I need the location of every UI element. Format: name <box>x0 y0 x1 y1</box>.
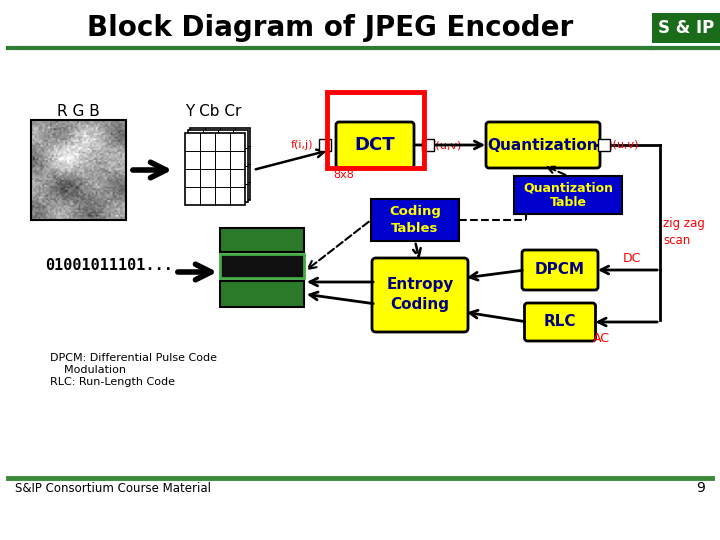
Text: Header: Header <box>237 233 287 246</box>
Text: Fq(u,v): Fq(u,v) <box>600 140 639 150</box>
Text: zig zag
scan: zig zag scan <box>663 217 705 247</box>
Text: 8x8: 8x8 <box>333 170 354 180</box>
Text: RLC: RLC <box>544 314 576 329</box>
Text: DPCM: Differential Pulse Code: DPCM: Differential Pulse Code <box>50 353 217 363</box>
Text: 01001011101...: 01001011101... <box>45 259 173 273</box>
Bar <box>327 92 424 168</box>
FancyBboxPatch shape <box>486 122 600 168</box>
Bar <box>185 133 245 205</box>
Bar <box>220 228 304 252</box>
Text: R G B: R G B <box>57 105 99 119</box>
Bar <box>319 139 331 151</box>
Text: F(u,v): F(u,v) <box>430 140 462 150</box>
Text: DCT: DCT <box>355 136 395 154</box>
Text: Coding: Coding <box>389 206 441 219</box>
Bar <box>220 254 304 278</box>
Text: S & IP: S & IP <box>658 19 714 37</box>
Text: Entropy: Entropy <box>387 278 454 293</box>
Text: Data: Data <box>246 287 279 300</box>
Text: Table: Table <box>549 195 587 208</box>
Text: Modulation: Modulation <box>50 365 126 375</box>
Text: 9: 9 <box>696 481 705 495</box>
Text: Tables: Tables <box>240 260 284 273</box>
Bar <box>30 120 125 220</box>
Text: Tables: Tables <box>391 221 438 234</box>
Text: DPCM: DPCM <box>535 262 585 278</box>
Text: AC: AC <box>593 332 610 345</box>
FancyBboxPatch shape <box>336 122 414 168</box>
Bar <box>652 13 720 43</box>
FancyBboxPatch shape <box>524 303 595 341</box>
Text: Quantization: Quantization <box>487 138 598 152</box>
Bar <box>598 139 610 151</box>
Text: Coding: Coding <box>390 298 449 313</box>
Text: RLC: Run-Length Code: RLC: Run-Length Code <box>50 377 175 387</box>
FancyBboxPatch shape <box>372 258 468 332</box>
Text: DC: DC <box>623 252 642 265</box>
Bar <box>188 130 248 202</box>
Text: Y Cb Cr: Y Cb Cr <box>185 105 241 119</box>
Bar <box>422 139 434 151</box>
Bar <box>514 176 622 214</box>
Bar <box>190 128 250 200</box>
Text: S&IP Consortium Course Material: S&IP Consortium Course Material <box>15 482 211 495</box>
Text: f(i,j): f(i,j) <box>290 140 313 150</box>
FancyBboxPatch shape <box>522 250 598 290</box>
Text: Quantization: Quantization <box>523 181 613 194</box>
Bar <box>371 199 459 241</box>
Text: Block Diagram of JPEG Encoder: Block Diagram of JPEG Encoder <box>87 14 573 42</box>
Bar <box>220 281 304 307</box>
